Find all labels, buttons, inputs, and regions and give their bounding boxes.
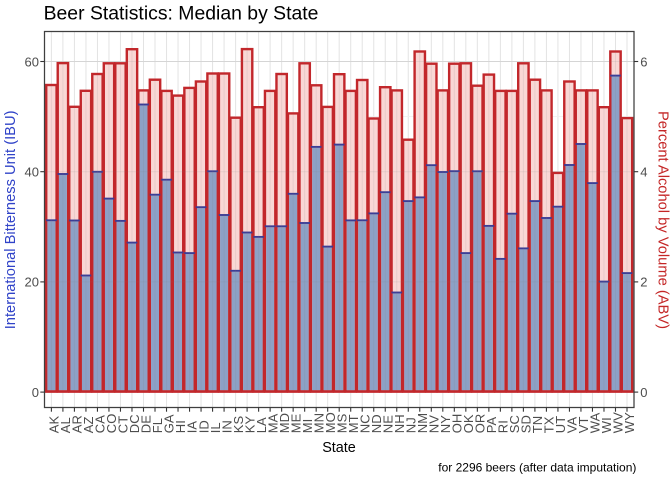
svg-text:KS: KS [231, 416, 246, 434]
svg-text:KY: KY [242, 416, 257, 434]
svg-text:UT: UT [553, 416, 568, 433]
svg-text:RI: RI [496, 420, 511, 433]
svg-text:DE: DE [139, 415, 154, 433]
svg-text:4: 4 [640, 165, 647, 180]
svg-text:DC: DC [127, 414, 142, 433]
svg-text:20: 20 [25, 275, 39, 290]
svg-text:State: State [322, 440, 356, 456]
svg-text:NE: NE [380, 415, 395, 433]
svg-text:ND: ND [369, 414, 384, 433]
svg-text:6: 6 [640, 54, 647, 69]
svg-text:AK: AK [47, 416, 62, 434]
svg-text:IN: IN [219, 420, 234, 433]
svg-text:CO: CO [104, 414, 119, 434]
svg-text:NM: NM [415, 413, 430, 433]
svg-text:0: 0 [640, 385, 647, 400]
svg-text:40: 40 [25, 165, 39, 180]
svg-text:TX: TX [542, 416, 557, 433]
svg-text:SD: SD [519, 415, 534, 433]
svg-text:SC: SC [507, 415, 522, 433]
svg-text:2: 2 [640, 275, 647, 290]
svg-text:PA: PA [484, 416, 499, 433]
svg-text:NJ: NJ [403, 417, 418, 433]
svg-text:MO: MO [323, 412, 338, 433]
svg-text:OR: OR [473, 414, 488, 434]
svg-text:OH: OH [450, 414, 465, 434]
svg-text:MA: MA [265, 413, 280, 433]
svg-text:AL: AL [58, 417, 73, 433]
svg-text:0: 0 [32, 385, 39, 400]
svg-text:WI: WI [599, 417, 614, 433]
svg-text:ID: ID [196, 420, 211, 433]
svg-text:MD: MD [277, 413, 292, 433]
svg-text:MI: MI [300, 419, 315, 433]
svg-text:AR: AR [70, 415, 85, 433]
svg-text:NH: NH [392, 414, 407, 433]
svg-text:NY: NY [438, 415, 453, 433]
svg-text:WY: WY [622, 412, 637, 433]
svg-text:HI: HI [173, 420, 188, 433]
svg-text:OK: OK [461, 414, 476, 433]
svg-text:FL: FL [150, 418, 165, 433]
svg-text:MN: MN [311, 413, 326, 433]
svg-text:CA: CA [93, 415, 108, 433]
svg-text:Beer Statistics: Median by Sta: Beer Statistics: Median by State [44, 3, 319, 25]
svg-text:International Bitterness Unit: International Bitterness Unit (IBU) [3, 111, 19, 330]
svg-text:MT: MT [346, 414, 361, 433]
svg-text:WV: WV [611, 412, 626, 433]
svg-text:TN: TN [530, 416, 545, 433]
svg-text:ME: ME [288, 413, 303, 433]
svg-text:IA: IA [185, 421, 200, 434]
svg-text:LA: LA [254, 417, 269, 433]
svg-text:VA: VA [565, 416, 580, 433]
svg-text:CT: CT [116, 416, 131, 433]
svg-text:for 2296 beers (after data imp: for 2296 beers (after data imputation) [438, 460, 636, 474]
svg-text:GA: GA [162, 414, 177, 433]
svg-text:Percent Alcohol by Volume (ABV: Percent Alcohol by Volume (ABV) [655, 111, 671, 329]
svg-text:WA: WA [588, 412, 603, 433]
svg-text:IL: IL [208, 422, 223, 433]
svg-text:NV: NV [427, 415, 442, 433]
svg-text:VT: VT [576, 417, 591, 434]
svg-text:AZ: AZ [81, 417, 96, 434]
svg-text:MS: MS [334, 413, 349, 433]
svg-text:60: 60 [25, 54, 39, 69]
svg-text:NC: NC [357, 414, 372, 433]
